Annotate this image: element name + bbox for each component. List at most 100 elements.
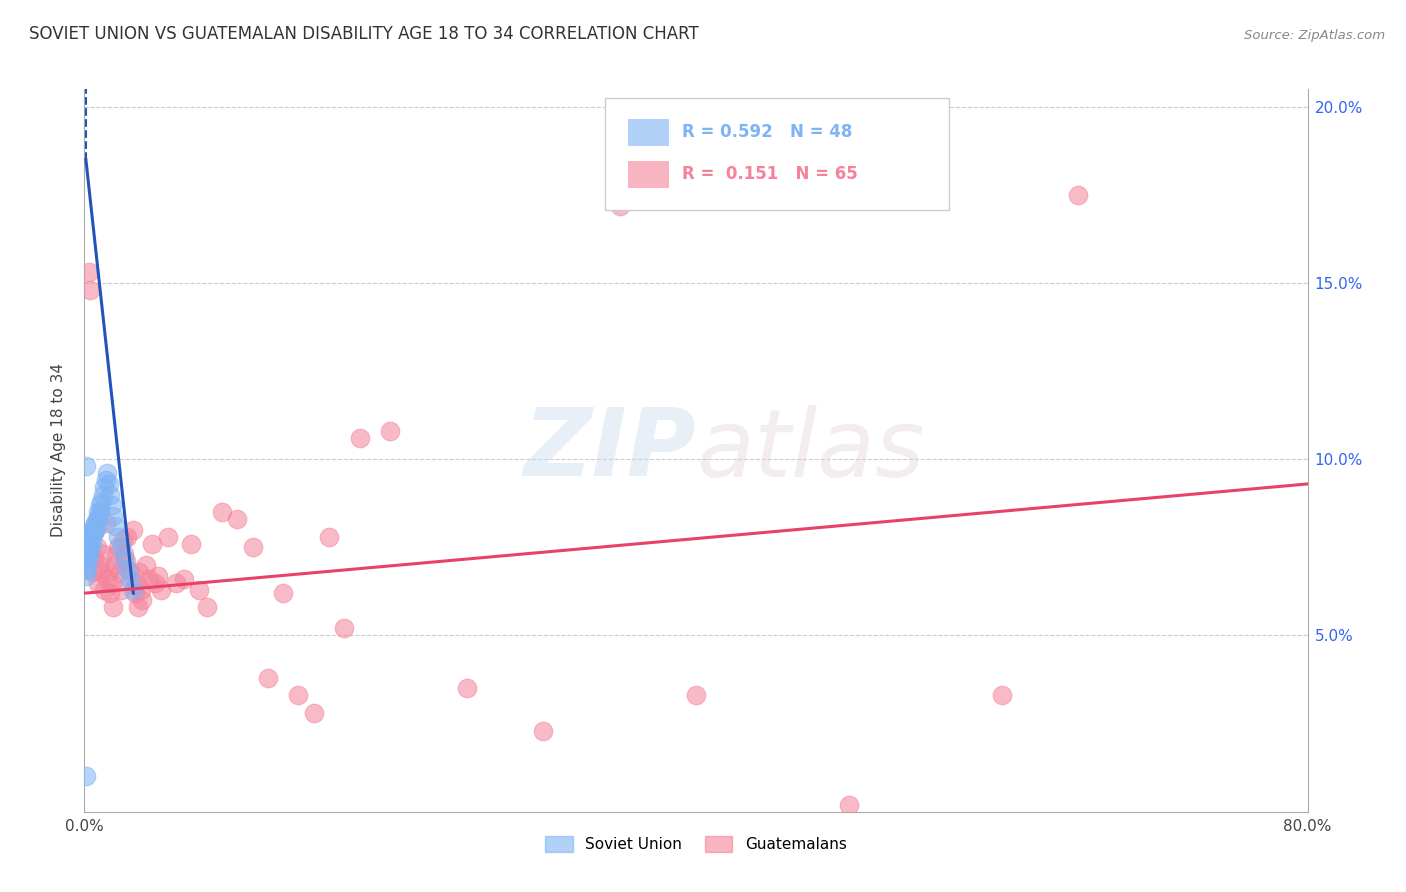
Point [302,706,325,720]
Point [75,459,97,474]
Point [103,508,125,523]
Point [76,561,98,575]
Point [110,541,132,555]
Point [112,548,135,562]
Point [83,519,105,533]
Point [110,582,132,597]
Point [380,424,402,438]
Point [287,689,309,703]
Point [333,622,356,636]
Point [89,558,111,572]
Point [991,689,1014,703]
Point [76,533,98,548]
Point [90,494,112,508]
Point [195,600,218,615]
Point [112,551,135,566]
Point [165,575,187,590]
Point [125,575,148,590]
Text: Source: ZipAtlas.com: Source: ZipAtlas.com [1244,29,1385,42]
Point [94,474,117,488]
Legend: Soviet Union, Guatemalans: Soviet Union, Guatemalans [540,830,852,858]
Point [79,283,101,297]
Point [103,600,125,615]
Point [86,541,108,555]
Point [271,586,294,600]
Point [89,505,111,519]
Point [141,537,163,551]
Point [107,530,129,544]
Point [101,498,124,512]
Point [127,600,149,615]
Point [115,561,138,575]
Point [104,558,127,572]
Point [120,565,142,579]
Point [149,582,172,597]
Point [146,568,169,582]
Point [318,530,340,544]
Point [609,198,631,212]
Point [77,265,100,279]
Text: SOVIET UNION VS GUATEMALAN DISABILITY AGE 18 TO 34 CORRELATION CHART: SOVIET UNION VS GUATEMALAN DISABILITY AG… [30,26,699,44]
Point [79,541,101,555]
Point [87,512,110,526]
Point [114,554,136,568]
Point [76,541,98,555]
Point [838,797,860,812]
Point [143,575,166,590]
Point [128,565,150,579]
Point [87,505,110,519]
Point [94,516,117,530]
Point [93,480,115,494]
Point [349,431,371,445]
Point [79,526,101,541]
Point [84,523,107,537]
Point [188,582,211,597]
Text: R = 0.592   N = 48: R = 0.592 N = 48 [682,123,852,141]
Point [531,723,554,738]
Point [157,530,180,544]
Text: atlas: atlas [696,405,924,496]
Point [91,548,114,562]
Point [257,671,280,685]
Point [80,565,103,579]
Point [76,548,98,562]
Point [75,568,97,582]
Point [90,565,112,579]
Text: R =  0.151   N = 65: R = 0.151 N = 65 [682,165,858,183]
Point [131,593,153,607]
Point [80,537,103,551]
Point [96,572,118,586]
Point [98,487,121,501]
Point [80,530,103,544]
Point [93,582,115,597]
Point [211,505,233,519]
Point [685,689,707,703]
Point [104,519,127,533]
Point [122,523,145,537]
Y-axis label: Disability Age 18 to 34: Disability Age 18 to 34 [51,363,66,538]
Point [86,519,108,533]
Point [75,769,97,783]
Point [75,541,97,555]
Point [76,554,98,568]
Point [107,541,129,555]
Point [87,575,110,590]
Point [180,537,202,551]
Point [108,565,131,579]
Point [84,523,107,537]
Point [96,467,118,481]
Point [138,572,160,586]
Point [135,558,157,572]
Point [89,498,111,512]
Text: ZIP: ZIP [523,404,696,497]
Point [111,533,134,548]
Point [456,681,478,696]
Point [226,512,249,526]
Point [75,561,97,575]
Point [80,523,103,537]
Point [84,516,107,530]
Point [97,565,120,579]
Point [76,541,98,555]
Point [75,548,97,562]
Point [122,582,145,597]
